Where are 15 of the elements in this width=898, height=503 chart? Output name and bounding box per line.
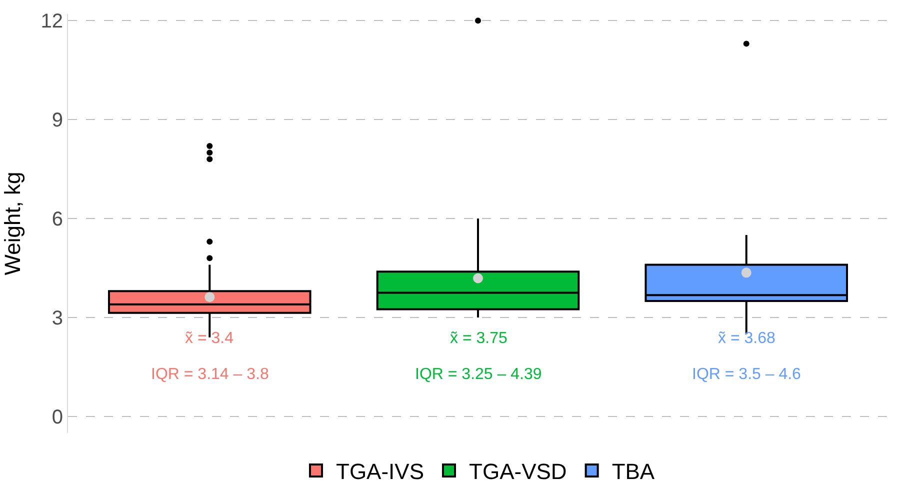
y-axis-title: Weight, kg xyxy=(0,172,25,276)
legend-label: TBA xyxy=(612,459,655,484)
y-tick-label: 12 xyxy=(40,10,63,33)
y-tick-label: 0 xyxy=(52,406,63,428)
annotation: IQR = 3.5 – 4.6 xyxy=(692,366,802,383)
annotation: IQR = 3.14 – 3.8 xyxy=(151,366,269,383)
annotation: x̃ = 3.4 xyxy=(185,330,234,347)
y-tick-label: 3 xyxy=(52,308,63,330)
annotation: x̃ = 3.75 xyxy=(450,330,508,347)
y-tick-label: 9 xyxy=(52,110,63,132)
annotation: IQR = 3.25 – 4.39 xyxy=(415,366,542,383)
legend-label: TGA-IVS xyxy=(336,459,424,484)
y-tick-label: 6 xyxy=(52,208,63,231)
annotation: x̃ = 3.68 xyxy=(718,330,776,347)
legend-label: TGA-VSD xyxy=(469,459,567,484)
